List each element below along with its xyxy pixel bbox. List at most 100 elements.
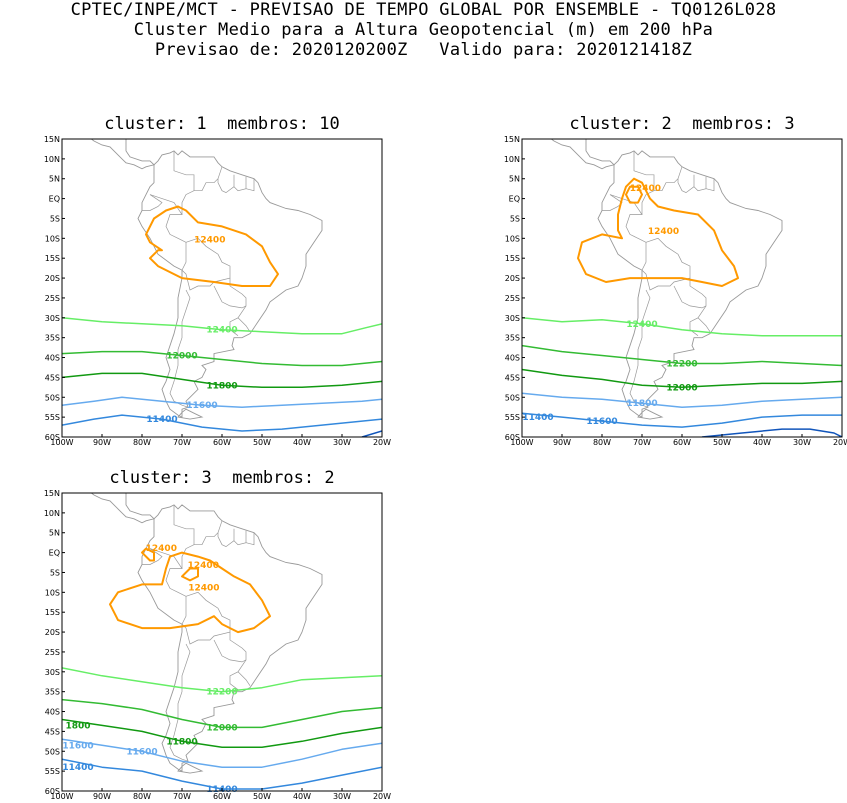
country-border	[602, 194, 623, 211]
lat-label: 10N	[504, 155, 520, 164]
contour-label-11800: 1800	[65, 721, 90, 731]
lat-label: 40S	[505, 354, 520, 363]
contour-label-11800: 11800	[206, 381, 237, 391]
country-border	[705, 178, 715, 192]
contour-11800	[62, 372, 382, 389]
contour-11600	[62, 738, 382, 768]
contour-11400	[522, 412, 842, 428]
country-border	[149, 194, 187, 271]
lat-label: EQ	[509, 195, 520, 204]
lat-label: 25S	[45, 648, 60, 657]
island-coastline	[166, 473, 188, 481]
lon-label: 40W	[293, 438, 311, 447]
lat-label: 15S	[505, 254, 520, 263]
lat-label: 5N	[49, 529, 60, 538]
lat-label: 55S	[45, 767, 60, 776]
tierra-del-fuego-coastline	[177, 408, 204, 420]
country-border	[169, 289, 191, 408]
lat-label: 20S	[45, 628, 60, 637]
island-coastline	[654, 125, 660, 127]
country-border	[641, 237, 691, 291]
island-coastline	[126, 107, 166, 119]
country-border	[245, 178, 255, 192]
lat-label: 10N	[44, 155, 60, 164]
lat-label: 15N	[44, 135, 60, 144]
country-border	[169, 643, 191, 762]
lat-label: 60S	[505, 433, 520, 442]
country-border	[173, 150, 195, 215]
contour-label-11400: 11400	[522, 413, 553, 423]
lat-label: 35S	[505, 334, 520, 343]
lat-label: 60S	[45, 433, 60, 442]
lon-label: 20W	[833, 438, 847, 447]
lat-label: 55S	[45, 413, 60, 422]
lat-label: 45S	[505, 373, 520, 382]
west-africa-coastline	[841, 156, 842, 157]
panel-cluster-1: 12400 12400 12000 11800 11600 11400 15N 10N 5N EQ…	[44, 107, 391, 447]
contour-12000	[62, 698, 382, 729]
contour-label-11400: 11400	[146, 415, 177, 425]
country-border	[194, 520, 223, 546]
lat-label: 15N	[504, 135, 520, 144]
lat-label: 35S	[45, 334, 60, 343]
country-border	[229, 659, 247, 690]
lat-label: 50S	[45, 747, 60, 756]
lat-label: 10S	[505, 234, 520, 243]
panel-cluster-3: 12400 12400 12400 12200 12000 11800 11600 11400…	[44, 473, 391, 801]
contour-12400	[109, 551, 271, 634]
panel-cluster-2: 12400 12400 12400 12200 12000 11800 11600 11400…	[504, 125, 847, 447]
lon-label: 80W	[593, 438, 611, 447]
lon-label: 60W	[213, 438, 231, 447]
lat-label: 5N	[509, 175, 520, 184]
lat-label: 45S	[45, 727, 60, 736]
contour-label-11800: 11800	[166, 737, 197, 747]
country-border	[213, 632, 247, 663]
panel-3-title: cluster: 3 membros: 2	[109, 468, 335, 488]
contour-label-12000: 12000	[206, 723, 237, 733]
central-america-coastline	[522, 139, 615, 170]
island-coastline	[194, 479, 200, 481]
country-border	[194, 166, 223, 192]
contour-label-11600: 11600	[186, 401, 217, 411]
country-border	[237, 671, 251, 686]
lat-label: 5N	[49, 175, 60, 184]
map-area	[522, 125, 842, 437]
lat-label: EQ	[49, 549, 60, 558]
lat-label: 40S	[45, 354, 60, 363]
lat-label: 45S	[45, 373, 60, 382]
lon-label: 50W	[253, 792, 271, 801]
lon-label: 50W	[253, 438, 271, 447]
lat-label: 15N	[44, 489, 60, 498]
lon-label: 80W	[133, 438, 151, 447]
lon-label: 70W	[173, 792, 191, 801]
contour-12400	[141, 547, 155, 562]
contour-11800	[522, 368, 842, 389]
country-border	[245, 532, 255, 546]
contour-label-12400: 12400	[146, 544, 177, 554]
contour-label-11600: 11800	[626, 399, 657, 409]
lat-label: 5S	[50, 214, 60, 223]
lon-label: 100W	[50, 792, 73, 801]
central-america-coastline	[62, 493, 155, 524]
lat-label: 60S	[45, 787, 60, 796]
lat-label: 35S	[45, 688, 60, 697]
lat-label: 50S	[45, 393, 60, 402]
contour-12400	[145, 205, 279, 287]
lon-label: 100W	[50, 438, 73, 447]
lon-label: 60W	[213, 792, 231, 801]
contour-11400	[62, 414, 382, 432]
country-border	[629, 289, 651, 408]
contour-12000	[522, 344, 842, 367]
lon-label: 50W	[713, 438, 731, 447]
panel-2-title: cluster: 2 membros: 3	[569, 114, 795, 134]
lat-label: EQ	[49, 195, 60, 204]
country-border	[693, 176, 707, 192]
contour-12400	[181, 567, 199, 582]
map-area	[62, 107, 382, 437]
west-africa-coastline	[381, 156, 382, 157]
contour-label-12400: 12400	[648, 227, 679, 237]
country-border	[181, 237, 231, 291]
island-coastline	[609, 126, 617, 128]
country-border	[654, 166, 683, 192]
lat-label: 5S	[50, 568, 60, 577]
